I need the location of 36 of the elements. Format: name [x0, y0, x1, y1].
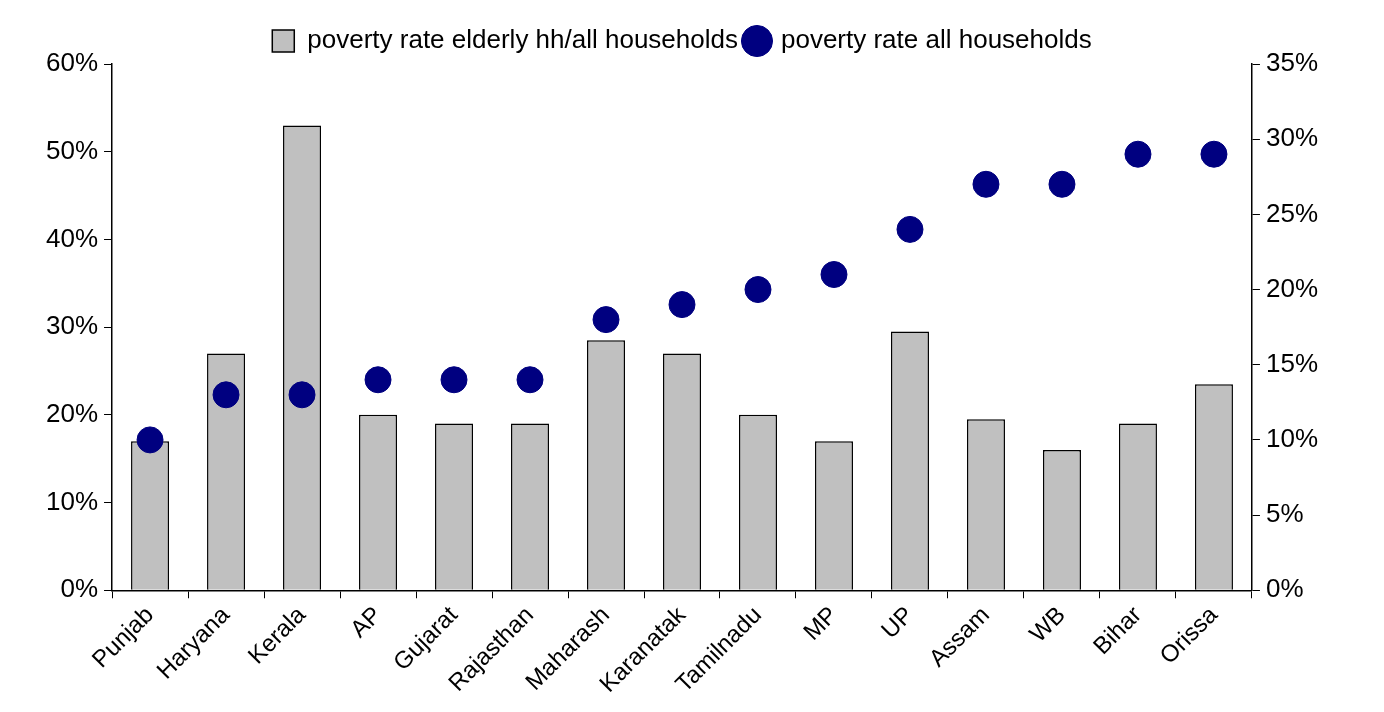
point: [896, 215, 924, 243]
y-tick-label: 60%: [45, 47, 99, 78]
point: [212, 381, 240, 409]
legend-label: poverty rate elderly hh/all households: [307, 24, 738, 55]
point: [516, 366, 544, 394]
y-tick-label: 10%: [45, 485, 99, 516]
y-tick-label: 40%: [45, 222, 99, 253]
x-tick-label: UP: [875, 600, 919, 644]
y2-tick-label: 0%: [1265, 573, 1304, 604]
x-tick-label: MP: [797, 600, 843, 646]
point: [136, 426, 164, 454]
point: [668, 291, 696, 319]
legend-label: poverty rate all households: [780, 24, 1092, 55]
point: [364, 366, 392, 394]
x-tick-label: WB: [1023, 600, 1071, 648]
point: [288, 381, 316, 409]
y-tick-label: 20%: [45, 398, 99, 429]
y-tick-label: 50%: [45, 134, 99, 165]
point: [820, 261, 848, 289]
x-tick-label: AP: [344, 600, 387, 643]
y2-tick-label: 5%: [1265, 498, 1304, 529]
y2-tick-label: 10%: [1265, 423, 1319, 454]
y-tick-label: 30%: [45, 310, 99, 341]
y2-tick-label: 30%: [1265, 122, 1319, 153]
point: [592, 306, 620, 334]
point: [744, 276, 772, 304]
point: [1124, 140, 1152, 168]
y2-tick-label: 25%: [1265, 197, 1319, 228]
point: [1200, 140, 1228, 168]
y2-tick-label: 35%: [1265, 47, 1319, 78]
y-tick-label: 0%: [60, 573, 99, 604]
point: [972, 170, 1000, 198]
point: [1048, 170, 1076, 198]
point: [440, 366, 468, 394]
y2-tick-label: 20%: [1265, 272, 1319, 303]
y2-tick-label: 15%: [1265, 347, 1319, 378]
